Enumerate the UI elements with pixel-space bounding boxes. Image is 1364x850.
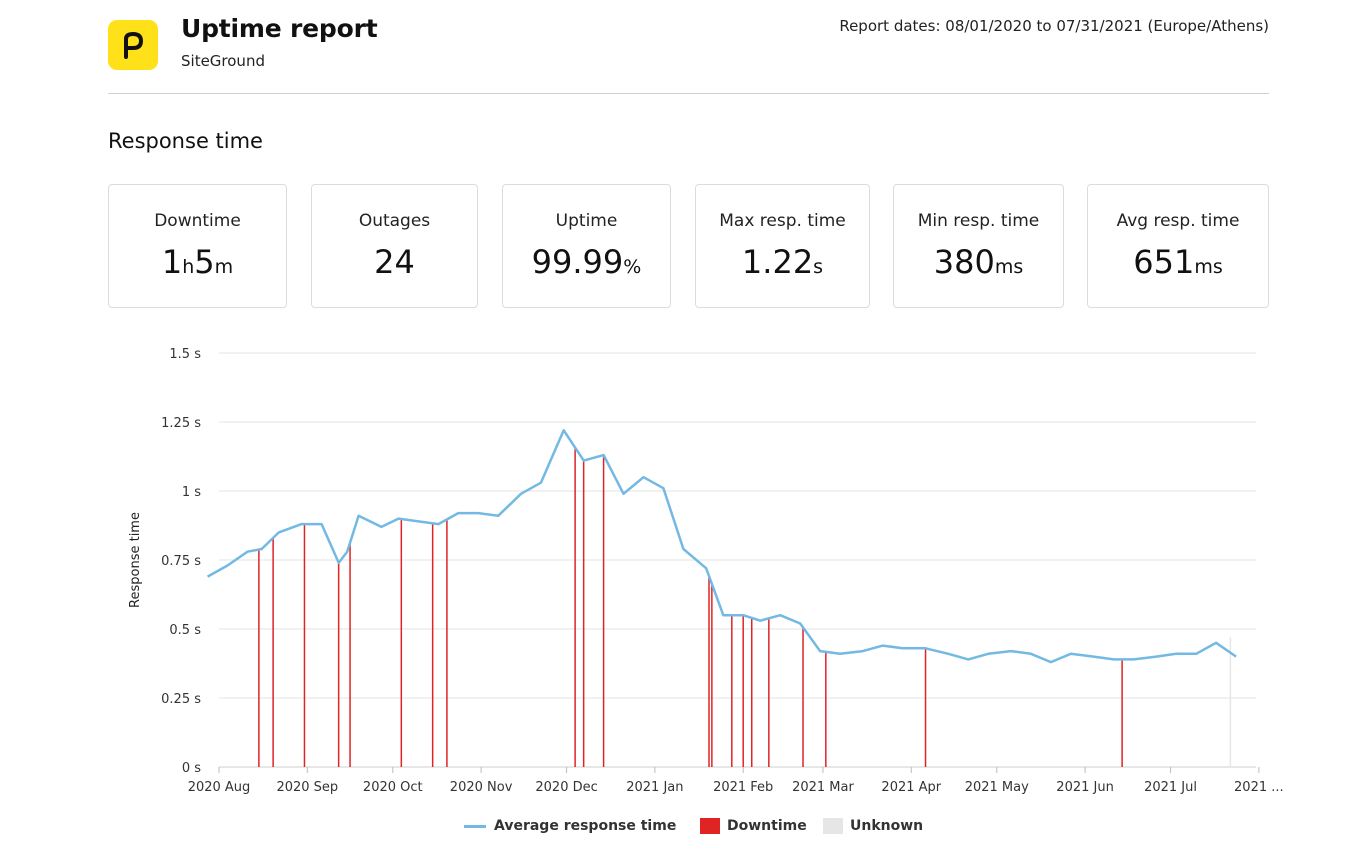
y-axis-title: Response time [128, 512, 143, 608]
x-tick-label: 2021 Jun [1056, 780, 1114, 795]
legend-unknown-swatch [823, 818, 843, 834]
stat-label: Avg resp. time [1116, 211, 1240, 231]
x-tick-label: 2021 Feb [713, 780, 773, 795]
stat-card-min-resp-time: Min resp. time 380ms [893, 184, 1064, 308]
stat-label: Outages [358, 211, 431, 231]
y-tick-label: 1 s [182, 485, 201, 500]
legend-average-label: Average response time [494, 818, 677, 834]
page-title: Uptime report [181, 14, 378, 43]
y-tick-label: 0 s [182, 761, 201, 776]
site-name: SiteGround [181, 52, 265, 70]
y-tick-label: 0.75 s [161, 554, 201, 569]
y-tick-label: 0.25 s [161, 692, 201, 707]
legend-downtime-label: Downtime [727, 818, 807, 834]
stat-card-max-resp-time: Max resp. time 1.22s [695, 184, 870, 308]
stat-card-uptime: Uptime 99.99% [502, 184, 671, 308]
stat-value: 380ms [933, 243, 1024, 281]
x-tick-label: 2021 ... [1234, 780, 1284, 795]
legend-average[interactable]: Average response time [464, 818, 676, 834]
stat-value: 99.99% [531, 243, 642, 281]
y-tick-label: 1.25 s [161, 416, 201, 431]
x-tick-label: 2021 Apr [881, 780, 941, 795]
legend-average-swatch [464, 824, 486, 828]
x-tick-label: 2020 Aug [188, 780, 251, 795]
x-tick-label: 2020 Nov [450, 780, 513, 795]
logo-icon [108, 20, 158, 70]
x-tick-label: 2021 May [965, 780, 1029, 795]
x-tick-label: 2020 Sep [276, 780, 338, 795]
x-tick-label: 2020 Dec [535, 780, 597, 795]
legend-unknown[interactable]: Unknown [823, 818, 923, 834]
x-tick-label: 2020 Oct [363, 780, 423, 795]
stat-card-outages: Outages 24 [311, 184, 478, 308]
stat-label: Downtime [154, 211, 241, 231]
stat-value: 651ms [1133, 243, 1223, 281]
stat-value: 1.22s [741, 243, 824, 281]
header-divider [108, 93, 1269, 94]
x-tick-label: 2021 Jan [626, 780, 683, 795]
stat-value: 1h5m [161, 243, 234, 281]
legend-downtime-swatch [700, 818, 720, 834]
report-dates: Report dates: 08/01/2020 to 07/31/2021 (… [839, 17, 1269, 35]
y-tick-label: 0.5 s [169, 623, 201, 638]
stat-value: 24 [374, 243, 415, 281]
stat-label: Min resp. time [917, 211, 1040, 231]
section-title: Response time [108, 129, 263, 153]
legend-downtime[interactable]: Downtime [700, 818, 807, 834]
stat-card-downtime: Downtime 1h5m [108, 184, 287, 308]
x-tick-label: 2021 Jul [1144, 780, 1197, 795]
x-tick-label: 2021 Mar [792, 780, 854, 795]
y-tick-label: 1.5 s [169, 347, 201, 362]
average-response-line [206, 429, 1237, 664]
legend-unknown-label: Unknown [850, 818, 924, 834]
stat-label: Max resp. time [719, 211, 846, 231]
response-time-chart: 0 s 0.25 s 0.5 s 0.75 s 1 s 1.25 s 1.5 s Respon… [128, 347, 1284, 795]
stat-card-avg-resp-time: Avg resp. time 651ms [1087, 184, 1269, 308]
stat-label: Uptime [555, 211, 618, 231]
